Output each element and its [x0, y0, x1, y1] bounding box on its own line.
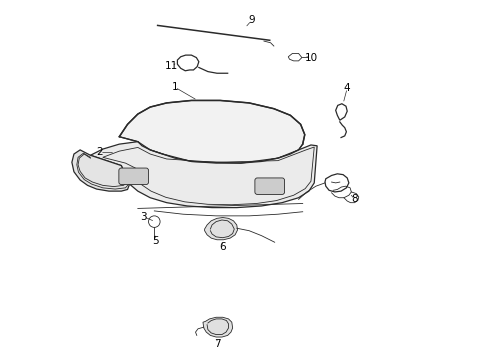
Text: 6: 6 — [220, 242, 226, 252]
Text: 1: 1 — [172, 82, 178, 92]
Polygon shape — [119, 100, 305, 163]
Text: 11: 11 — [165, 61, 178, 71]
Text: 9: 9 — [248, 15, 255, 26]
Text: 4: 4 — [344, 83, 350, 93]
FancyBboxPatch shape — [119, 168, 148, 185]
Text: 8: 8 — [351, 194, 358, 204]
Text: 2: 2 — [97, 147, 103, 157]
Text: 3: 3 — [140, 212, 147, 222]
Text: 10: 10 — [304, 53, 318, 63]
Text: 5: 5 — [152, 235, 158, 246]
Polygon shape — [205, 217, 238, 240]
Polygon shape — [91, 142, 317, 208]
Polygon shape — [203, 317, 233, 337]
Polygon shape — [72, 150, 129, 191]
FancyBboxPatch shape — [255, 178, 285, 194]
Text: 7: 7 — [214, 339, 220, 348]
